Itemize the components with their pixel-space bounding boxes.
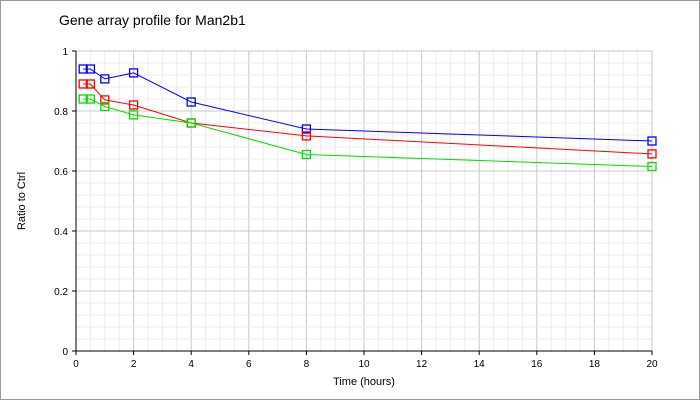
x-tick-label: 16 <box>531 359 543 370</box>
data-point-blue <box>85 64 96 74</box>
x-tick-label: 0 <box>73 359 79 370</box>
x-tick-label: 6 <box>246 359 252 370</box>
data-point-green <box>647 161 657 172</box>
data-point-red <box>128 100 139 110</box>
x-tick-label: 4 <box>188 359 194 370</box>
chart-title: Gene array profile for Man2b1 <box>59 12 246 28</box>
y-tick-label: 0.6 <box>54 167 68 178</box>
data-point-red <box>78 79 88 89</box>
data-point-blue <box>128 68 139 78</box>
data-point-blue <box>186 97 196 107</box>
series-line-green <box>83 98 653 167</box>
x-tick-label: 2 <box>131 359 137 370</box>
data-point-green <box>186 118 196 128</box>
y-tick-label: 0.8 <box>54 107 68 118</box>
y-tick-label: 1 <box>62 47 68 58</box>
data-point-blue <box>647 136 657 146</box>
axes: 0 2 4 6 8 10 12 14 16 18 20 0 0.2 0.4 0.6 0.8 1 <box>54 47 658 370</box>
data-point-green <box>128 110 139 120</box>
series-line-red <box>83 83 653 155</box>
x-tick-label: 8 <box>304 359 310 370</box>
y-axis-label: Ratio to Ctrl <box>16 172 28 230</box>
x-tick-label: 12 <box>416 359 428 370</box>
data-point-red <box>85 79 96 89</box>
x-tick-label: 14 <box>474 359 486 370</box>
x-tick-label: 10 <box>358 359 370 370</box>
grid <box>75 50 653 352</box>
data-point-green <box>100 101 110 112</box>
data-point-green <box>78 94 88 104</box>
data-point-green <box>85 94 96 104</box>
data-point-green <box>301 149 312 160</box>
x-tick-label: 20 <box>646 359 658 370</box>
x-tick-label: 18 <box>589 359 601 370</box>
data-point-red <box>647 149 657 159</box>
data-point-red <box>100 95 110 105</box>
y-tick-label: 0.2 <box>54 287 68 298</box>
data-point-blue <box>100 74 110 84</box>
series-line-blue <box>83 68 653 142</box>
series-group <box>78 64 657 172</box>
data-point-blue <box>301 124 312 134</box>
y-tick-label: 0.4 <box>54 227 68 238</box>
y-tick-label: 0 <box>62 347 68 358</box>
data-point-red <box>301 131 312 141</box>
x-axis-label: Time (hours) <box>333 376 395 388</box>
data-point-blue <box>78 64 88 74</box>
